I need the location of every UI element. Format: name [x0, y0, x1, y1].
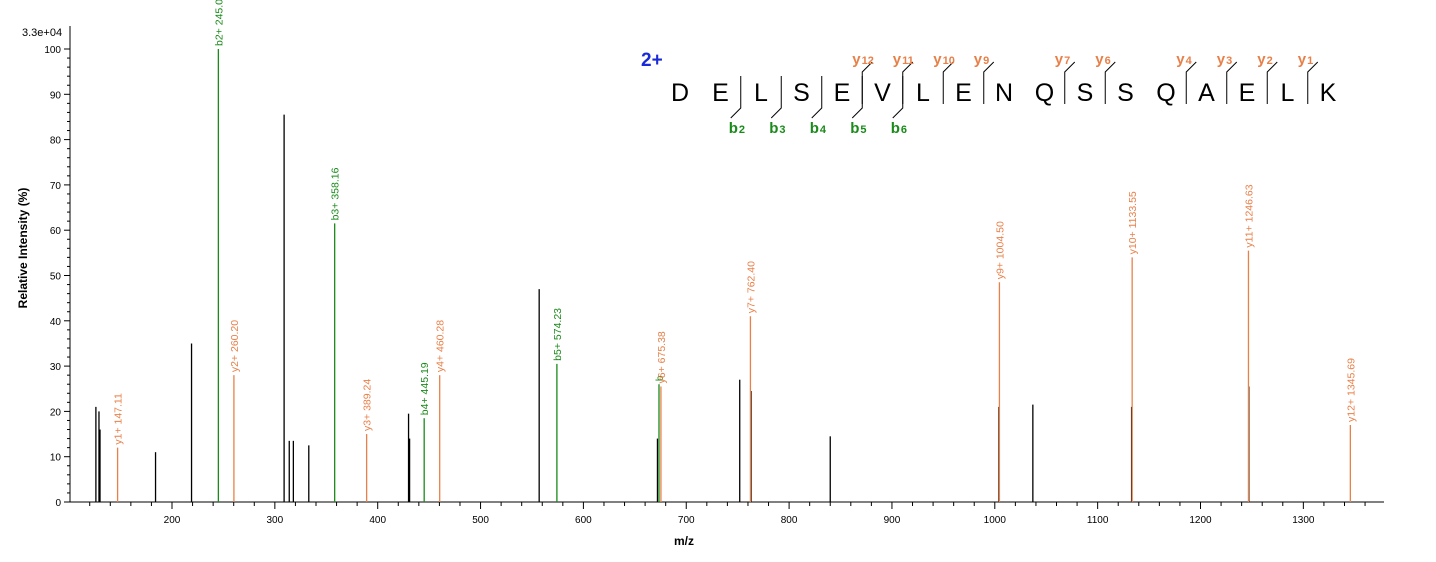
y-ion-bracket [1266, 61, 1278, 104]
b-ion-bracket [811, 76, 823, 119]
x-tick-label: 900 [884, 515, 901, 526]
y-tick-label: 10 [50, 453, 62, 464]
b-ion-marker: b3 [769, 120, 785, 137]
y-tick-label: 80 [50, 136, 62, 147]
b-ion-peak-label: b [654, 375, 666, 381]
x-tick-label: 1300 [1292, 515, 1315, 526]
residue: N [995, 79, 1013, 107]
b-ion-peak-label: b4+ 445.19 [419, 362, 431, 415]
residue: A [1198, 79, 1215, 107]
residue: Q [1035, 79, 1054, 107]
y-tick-label: 20 [50, 407, 62, 418]
y-tick-label: 0 [55, 498, 61, 509]
y-ion-peak-label: y7+ 762.40 [745, 261, 757, 313]
x-tick-label: 700 [678, 515, 695, 526]
x-tick-label: 1100 [1087, 515, 1109, 526]
residue: L [916, 79, 930, 107]
y-tick-label: 30 [50, 362, 62, 373]
y-ion-marker: y6 [1095, 51, 1110, 68]
intensity-scale-label: 3.3e+04 [22, 27, 62, 39]
residue: E [955, 79, 972, 107]
y-ion-marker: y7 [1055, 51, 1070, 68]
y-ion-peak-label: y3+ 389.24 [362, 379, 374, 431]
x-axis-title: m/z [674, 534, 694, 548]
charge-state: 2+ [641, 50, 663, 71]
y-ion-peak-label: y4+ 460.28 [435, 320, 447, 372]
x-tick-label: 600 [575, 515, 592, 526]
y-ion-bracket [861, 61, 873, 104]
y-ion-peak-label: y2+ 260.20 [229, 320, 241, 372]
x-tick-label: 300 [267, 515, 284, 526]
residue: Q [1156, 79, 1175, 107]
x-tick-label: 200 [164, 515, 181, 526]
b-ion-bracket [892, 76, 904, 119]
residue: S [1117, 79, 1134, 107]
y-ion-peak-label: y9+ 1004.50 [994, 221, 1006, 279]
residue: L [754, 79, 768, 107]
b-ion-peak-label: b2+ 245.08 [213, 0, 225, 46]
b-ion-marker: b5 [850, 120, 866, 137]
y-ion-bracket [1185, 61, 1197, 104]
b-ion-marker: b2 [729, 120, 745, 137]
y-ion-peak-label: y6+ 675.38 [656, 331, 668, 383]
residue: V [874, 79, 891, 107]
x-tick-label: 1000 [984, 515, 1007, 526]
y-ion-bracket [1307, 61, 1319, 104]
y-ion-marker: y3 [1217, 51, 1232, 68]
residue: D [671, 79, 689, 107]
residue: E [712, 79, 729, 107]
y-ion-marker: y11 [893, 51, 914, 68]
b-ion-bracket [770, 76, 782, 119]
y-tick-label: 60 [50, 226, 62, 237]
y-tick-label: 90 [50, 90, 62, 101]
y-ion-marker: y9 [974, 51, 989, 68]
x-tick-label: 1200 [1189, 515, 1212, 526]
y-tick-label: 70 [50, 181, 62, 192]
b-ion-bracket [730, 76, 742, 119]
b-ion-bracket [851, 76, 863, 119]
y-ion-bracket [1064, 61, 1076, 104]
y-ion-bracket [983, 61, 995, 104]
y-ion-bracket [1226, 61, 1238, 104]
y-ion-marker: y12 [852, 51, 874, 68]
b-ion-marker: b6 [891, 120, 907, 137]
residue: L [1281, 79, 1295, 107]
y-ion-peak-label: y10+ 1133.55 [1127, 191, 1139, 254]
y-ion-bracket [1104, 61, 1116, 104]
y-tick-label: 40 [50, 317, 62, 328]
y-tick-label: 100 [44, 45, 61, 56]
y-ion-marker: y1 [1298, 51, 1313, 68]
b-ion-peak-label: b3+ 358.16 [330, 167, 342, 220]
residue: S [793, 79, 810, 107]
y-ion-marker: y2 [1257, 51, 1272, 68]
x-tick-label: 400 [369, 515, 386, 526]
b-ion-marker: b4 [810, 120, 827, 137]
residue: E [834, 79, 851, 107]
b-ion-peak-label: b5+ 574.23 [552, 308, 564, 361]
y-tick-label: 50 [50, 272, 62, 283]
y-ion-bracket [902, 61, 914, 104]
y-ion-peak-label: y11+ 1246.63 [1243, 184, 1255, 247]
residue: K [1320, 79, 1337, 107]
x-tick-label: 500 [472, 515, 489, 526]
residue: E [1239, 79, 1256, 107]
peaks: b2+ 245.08 b3+ 358.16 b4+ 445.19 b5+ 574.23… [95, 0, 1357, 502]
y-axis-title: Relative Intensity (%) [16, 188, 30, 309]
y-ion-peak-label: y1+ 147.11 [113, 393, 125, 445]
x-tick-label: 800 [781, 515, 798, 526]
y-ion-peak-label: y12+ 1345.69 [1345, 358, 1357, 422]
y-ion-bracket [942, 61, 954, 104]
y-ion-marker: y4 [1176, 51, 1192, 68]
y-ion-marker: y10 [933, 51, 955, 68]
residue: S [1077, 79, 1094, 107]
